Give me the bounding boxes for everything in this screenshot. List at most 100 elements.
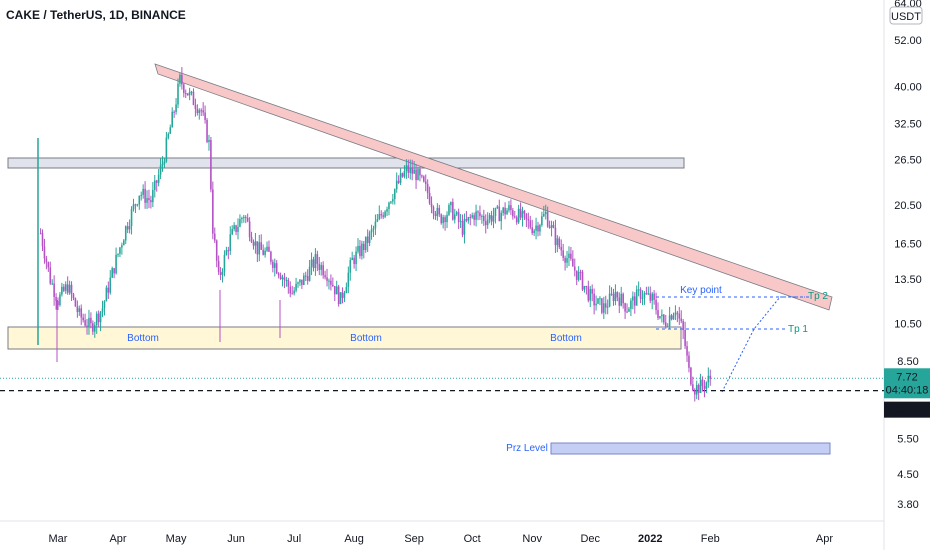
candle-body (357, 245, 359, 252)
candle-body (181, 74, 183, 85)
candle-body (620, 293, 623, 306)
candle-body (303, 275, 305, 285)
candle-body (423, 176, 425, 182)
candle-body (465, 219, 468, 221)
candle-body (438, 207, 441, 215)
candle-body (355, 251, 357, 265)
x-tick-label: May (166, 533, 187, 545)
candle-body (419, 169, 421, 176)
candle-body (392, 199, 394, 202)
candle-body (169, 127, 172, 134)
candle-body (41, 233, 44, 247)
candle-body (490, 215, 493, 222)
candles (37, 67, 712, 402)
candle-body (115, 254, 117, 274)
y-tick-label: 5.50 (897, 433, 918, 445)
candle-body (597, 298, 599, 304)
candle-body (248, 221, 251, 238)
candle-body (618, 297, 621, 306)
tp2-label: Tp 2 (808, 291, 828, 302)
candle-body (614, 292, 617, 302)
candle-body (39, 233, 42, 235)
candle-body (215, 240, 218, 261)
candle-body (436, 207, 439, 217)
y-tick-label: 32.50 (894, 118, 922, 130)
resistance-zone (7, 157, 685, 169)
candle-body (258, 242, 261, 255)
candle-body (163, 161, 166, 164)
candle-body (701, 379, 704, 387)
candle-body (500, 212, 503, 222)
candle-body (483, 215, 485, 222)
candle-body (409, 167, 412, 173)
candle-body (88, 317, 90, 327)
candle-body (293, 290, 295, 294)
candle-body (80, 308, 83, 318)
candle-body (386, 209, 388, 212)
candle-body (535, 225, 537, 231)
last-price-badge (884, 368, 930, 399)
key-point-label: Key point (680, 285, 722, 296)
candle-body (179, 74, 181, 84)
candle-body (417, 169, 419, 181)
candle-body (289, 286, 292, 294)
candle-body (426, 183, 429, 194)
candle-body (366, 236, 369, 243)
candle-body (190, 91, 193, 93)
candle-body (664, 322, 667, 327)
candle-body (699, 379, 702, 393)
candle-body (196, 108, 199, 114)
candle-body (177, 83, 179, 105)
y-tick-label: 10.50 (894, 319, 922, 331)
level-value: 7.20 (885, 405, 906, 417)
candle-body (546, 211, 549, 227)
level-badge (884, 401, 930, 418)
candle-body (548, 226, 551, 228)
candle-body (343, 293, 346, 298)
candle-body (525, 213, 528, 220)
candle-body (84, 320, 86, 326)
candle-body (206, 119, 208, 142)
candle-body (59, 294, 61, 306)
y-tick-label: 40.00 (894, 82, 922, 94)
candle-body (223, 254, 226, 272)
candle-body (585, 285, 588, 287)
candle-body (539, 225, 541, 232)
candle-body (434, 213, 437, 217)
candle-body (395, 180, 398, 190)
candle-body (359, 245, 361, 257)
candle-body (130, 209, 133, 227)
descending-trend-channel (154, 63, 833, 311)
candle-body (175, 104, 177, 112)
candle-body (527, 219, 530, 221)
candle-body (484, 221, 487, 226)
candle-body (407, 165, 410, 173)
candle-body (63, 286, 65, 291)
candle-body (123, 240, 125, 246)
candle-body (97, 313, 100, 323)
candle-body (47, 262, 50, 268)
candle-body (256, 241, 259, 255)
candle-body (376, 219, 379, 222)
candle-body (237, 226, 239, 232)
candle-body (672, 315, 675, 320)
candle-body (111, 268, 113, 278)
candle-body (183, 84, 185, 94)
chart-title: CAKE / TetherUS, 1D, BINANCE (6, 8, 186, 22)
candle-body (241, 218, 243, 220)
candle-body (142, 188, 144, 195)
candle-body (624, 303, 626, 312)
candle-body (159, 165, 162, 175)
bottom-label: Bottom (350, 333, 382, 344)
candle-body (304, 275, 307, 277)
candle-body (55, 296, 57, 301)
candle-body (200, 110, 203, 112)
candle-body (161, 163, 164, 166)
candle-body (361, 243, 363, 257)
candle-body (264, 250, 266, 255)
candle-body (506, 210, 508, 215)
candle-body (126, 226, 129, 230)
candle-body (333, 286, 336, 295)
candle-body (388, 202, 390, 210)
